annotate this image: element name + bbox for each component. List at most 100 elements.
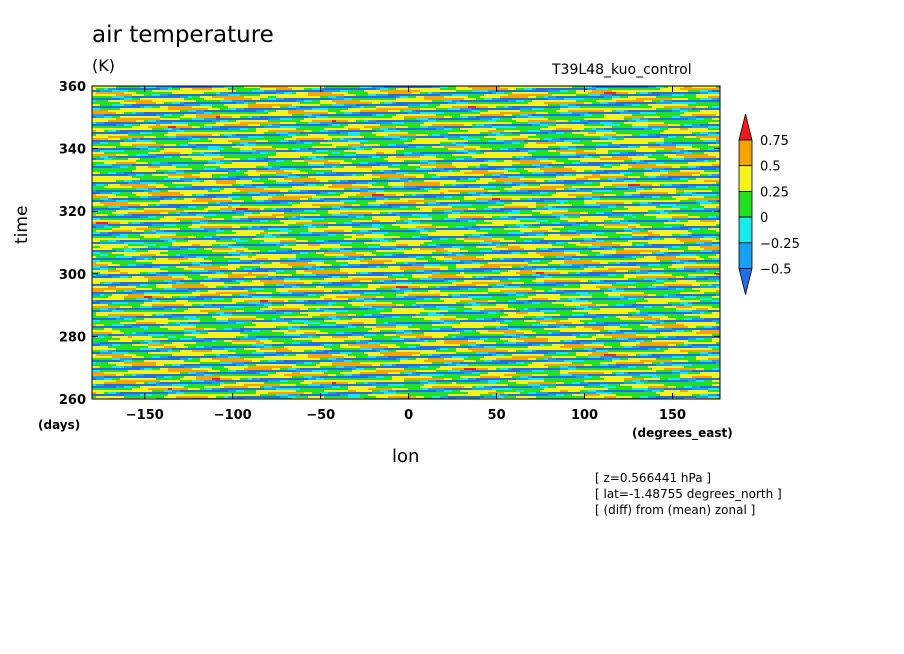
contour-cell (228, 128, 240, 131)
contour-cell (236, 170, 240, 173)
contour-cell (144, 302, 236, 305)
contour-cell (628, 372, 672, 375)
contour-cell (108, 130, 116, 133)
contour-cell (644, 172, 668, 175)
contour-cell (416, 336, 432, 339)
contour-cell (544, 96, 548, 99)
contour-cell (276, 182, 288, 185)
contour-cell (324, 310, 348, 313)
contour-cell (196, 198, 212, 201)
contour-cell (668, 170, 680, 173)
contour-cell (300, 102, 320, 105)
contour-cell (572, 300, 588, 303)
contour-cell (92, 138, 108, 141)
contour-cell (528, 152, 560, 155)
contour-cell (684, 86, 692, 89)
contour-cell (676, 192, 684, 195)
contour-cell (232, 362, 244, 365)
contour-cell (480, 242, 492, 245)
contour-cell (220, 314, 232, 317)
contour-cell (440, 286, 448, 289)
contour-cell (540, 198, 584, 201)
contour-cell (348, 386, 376, 389)
contour-cell (212, 134, 220, 137)
contour-cell (416, 146, 424, 149)
contour-cell (396, 332, 404, 335)
contour-cell (532, 386, 540, 389)
contour-cell (704, 326, 712, 329)
contour-cell (92, 290, 104, 293)
contour-cell (432, 324, 508, 327)
contour-cell (700, 300, 712, 303)
contour-cell (308, 122, 320, 125)
contour-cell (92, 230, 96, 233)
contour-cell (400, 236, 412, 239)
contour-cell (156, 114, 164, 117)
contour-cell (376, 114, 384, 117)
contour-cell (604, 342, 620, 345)
contour-cell (692, 146, 720, 149)
contour-cell (268, 360, 276, 363)
contour-cell (216, 356, 228, 359)
contour-cell (348, 216, 356, 219)
contour-cell (128, 336, 132, 339)
contour-cell (300, 126, 344, 129)
contour-cell (220, 126, 264, 129)
contour-cell (92, 268, 100, 271)
contour-cell (112, 230, 132, 233)
contour-cell (556, 268, 584, 271)
contour-cell (468, 294, 508, 297)
contour-cell (404, 186, 416, 189)
contour-cell (496, 244, 500, 247)
contour-cell (92, 190, 96, 193)
contour-cell (280, 240, 296, 243)
contour-cell (668, 172, 700, 175)
contour-cell (220, 176, 228, 179)
contour-cell (592, 294, 608, 297)
contour-cell (552, 250, 564, 253)
contour-cell (188, 240, 216, 243)
contour-cell (292, 248, 320, 251)
contour-cell (280, 386, 324, 389)
contour-cell (532, 88, 536, 91)
contour-cell (240, 266, 260, 269)
contour-cell (256, 268, 308, 271)
contour-cell (240, 238, 252, 241)
contour-cell (220, 188, 224, 191)
contour-cell (656, 358, 696, 361)
contour-cell (116, 118, 160, 121)
contour-cell (176, 212, 180, 215)
contour-cell (212, 218, 224, 221)
contour-cell (548, 124, 556, 127)
contour-cell (436, 160, 484, 163)
contour-cell (292, 104, 320, 107)
contour-cell (296, 142, 304, 145)
contour-cell (376, 94, 388, 97)
contour-cell (92, 382, 104, 385)
contour-cell (520, 162, 552, 165)
contour-cell (140, 148, 148, 151)
contour-cell (712, 164, 720, 167)
contour-cell (348, 276, 388, 279)
contour-cell (268, 232, 288, 235)
contour-cell (296, 354, 308, 357)
contour-cell (352, 334, 364, 337)
contour-cell (336, 96, 344, 99)
contour-cell (268, 228, 288, 231)
contour-cell (92, 240, 100, 243)
contour-cell (352, 174, 356, 177)
contour-cell (300, 218, 324, 221)
contour-cell (172, 122, 188, 125)
contour-cell (308, 230, 324, 233)
contour-cell (204, 110, 256, 113)
contour-cell (528, 120, 556, 123)
contour-cell (244, 144, 256, 147)
contour-cell (420, 90, 456, 93)
contour-cell (144, 356, 152, 359)
contour-cell (288, 330, 296, 333)
contour-cell (192, 152, 200, 155)
contour-cell (504, 130, 520, 133)
contour-cell (592, 140, 664, 143)
contour-cell (692, 132, 700, 135)
contour-cell (604, 372, 612, 375)
